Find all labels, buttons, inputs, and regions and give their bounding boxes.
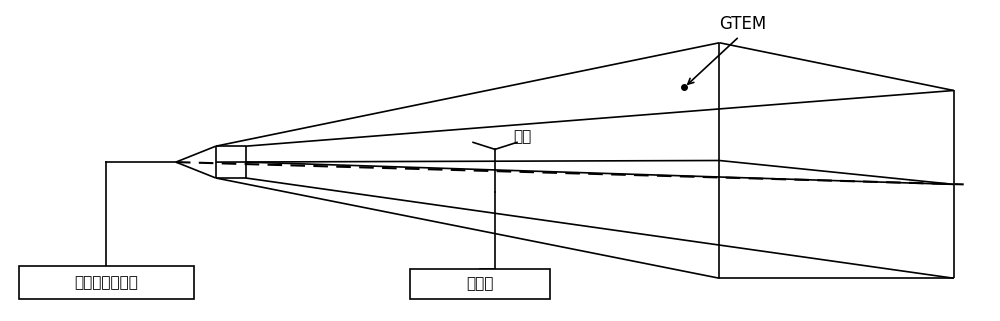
Text: 示波器: 示波器 — [466, 276, 494, 291]
Text: 天线: 天线 — [513, 130, 531, 144]
Text: 雷电信号发生器: 雷电信号发生器 — [75, 275, 139, 290]
Bar — [410, 269, 550, 299]
Text: GTEM: GTEM — [719, 15, 767, 33]
Bar — [19, 265, 194, 299]
